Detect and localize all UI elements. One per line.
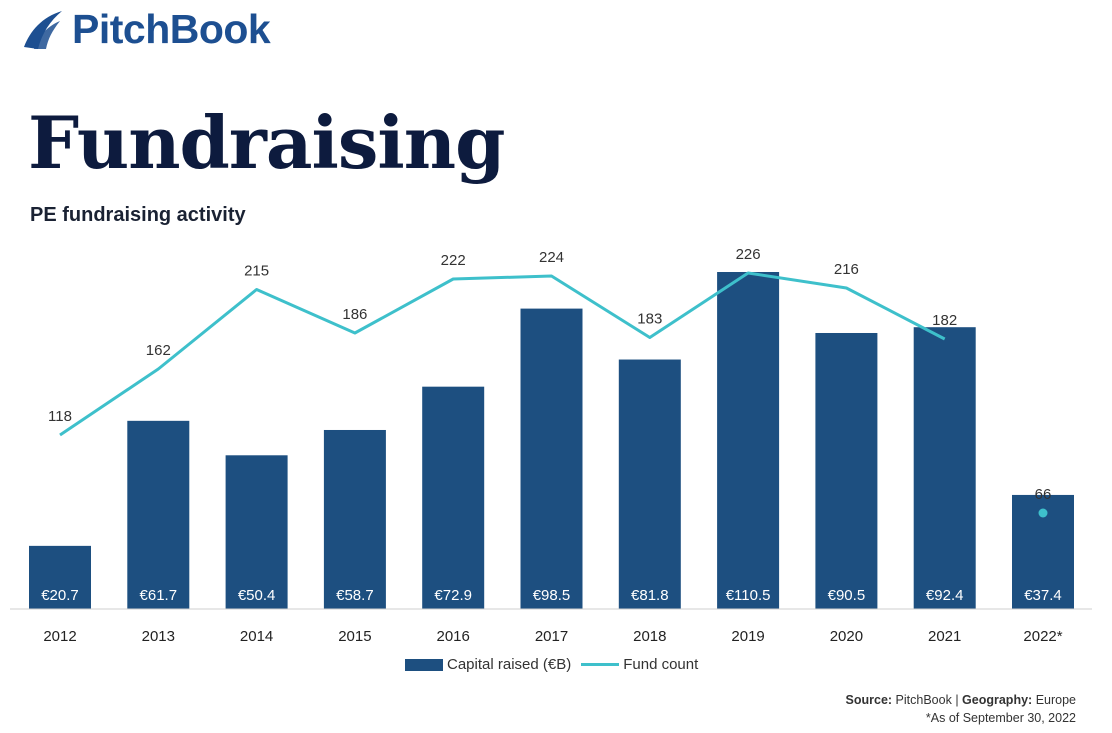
x-tick-label: 2013 [142, 628, 175, 645]
bar-2012 [29, 545, 91, 609]
bar-2017 [520, 308, 583, 609]
legend-item-fund-count: Fund count [581, 656, 698, 673]
x-tick-label: 2017 [535, 628, 568, 645]
bar-value-label: €90.5 [828, 587, 866, 604]
bar-value-label: €110.5 [726, 587, 771, 604]
bar-value-label: €92.4 [926, 587, 964, 604]
pitchbook-logo-icon [24, 10, 62, 49]
line-layer [59, 271, 1048, 518]
x-tick-label: 2020 [830, 628, 863, 645]
geography-label: Geography: [962, 693, 1033, 707]
source-line: Source: PitchBook | Geography: Europe [846, 693, 1076, 707]
pitchbook-logo: PitchBook [20, 6, 271, 53]
bar-2014 [225, 455, 288, 609]
footnote: *As of September 30, 2022 [925, 711, 1076, 725]
labels-layer: €20.7 2012 €61.7 2013 €50.4 2014 €58.7 2015 €72.… [41, 246, 1063, 645]
x-tick-label: 2012 [43, 628, 76, 645]
legend: Capital raised (€B) Fund count [405, 656, 708, 673]
fund-count-label: 118 [48, 408, 72, 425]
x-tick-label: 2016 [437, 628, 470, 645]
source-label: Source: [845, 693, 893, 707]
bar-value-label: €58.7 [336, 587, 374, 604]
page-title: Fundraising [28, 100, 505, 185]
fund-count-label: 226 [736, 246, 761, 263]
chart-title: PE fundraising activity [30, 204, 246, 226]
fund-count-label: 182 [932, 312, 957, 329]
fund-count-label: 183 [637, 311, 662, 328]
fund-count-label: 215 [244, 263, 269, 280]
bar-value-label: €61.7 [140, 587, 178, 604]
bar-value-label: €50.4 [238, 587, 276, 604]
fund-count-label: 162 [146, 342, 171, 359]
fund-count-label: 186 [342, 306, 367, 323]
fund-count-label: 66 [1035, 486, 1052, 503]
fund-count-line [59, 271, 946, 437]
source-separator: | [955, 693, 959, 707]
fund-count-label: 222 [441, 252, 466, 269]
bar-value-label: €20.7 [41, 587, 79, 604]
brand-name: PitchBook [72, 6, 271, 52]
bar-2015 [323, 429, 386, 609]
bar-value-label: €72.9 [434, 587, 472, 604]
legend-label-capital: Capital raised (€B) [447, 656, 572, 673]
source-value: PitchBook [895, 693, 952, 707]
x-tick-label: 2015 [338, 628, 371, 645]
bar-value-label: €98.5 [533, 587, 571, 604]
x-tick-label: 2022* [1023, 628, 1062, 645]
bar-value-label: €37.4 [1024, 587, 1062, 604]
x-tick-label: 2018 [633, 628, 666, 645]
fundraising-chart: €20.7 2012 €61.7 2013 €50.4 2014 €58.7 2015 €72.… [10, 246, 1092, 645]
bar-2013 [127, 420, 190, 609]
legend-swatch-bar [405, 658, 443, 671]
fund-count-point-2022 [1038, 508, 1048, 518]
legend-swatch-line [581, 663, 620, 666]
x-tick-label: 2021 [928, 628, 961, 645]
fund-count-label: 224 [539, 249, 564, 266]
legend-item-capital: Capital raised (€B) [405, 656, 571, 673]
bar-2019 [717, 272, 780, 609]
bar-2018 [618, 359, 681, 609]
x-tick-label: 2019 [731, 628, 764, 645]
fund-count-label: 216 [834, 261, 859, 278]
x-tick-label: 2014 [240, 628, 273, 645]
geography-value: Europe [1035, 693, 1076, 707]
bar-2021 [913, 327, 976, 609]
bar-2020 [815, 332, 878, 609]
bars-layer [29, 272, 1074, 609]
bar-2016 [422, 386, 485, 609]
bar-value-label: €81.8 [631, 587, 669, 604]
legend-label-fund-count: Fund count [623, 656, 699, 673]
